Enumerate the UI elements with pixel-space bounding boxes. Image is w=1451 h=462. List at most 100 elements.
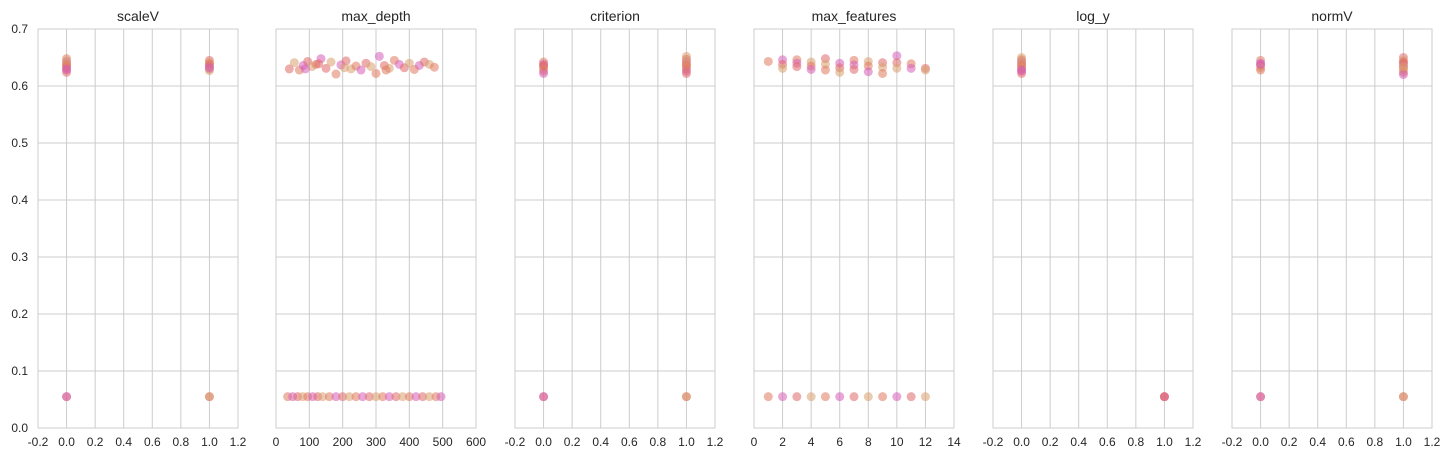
x-tick-label: 0.0 xyxy=(58,435,75,449)
data-point xyxy=(384,392,394,402)
x-tick-label: 10 xyxy=(890,435,904,449)
data-point xyxy=(318,392,328,402)
x-tick-label: 0.6 xyxy=(1099,435,1116,449)
subplot-scaleV: -0.2 0.0 0.2 0.4 0.6 0.8 1.0 1.20.00.10.20.30.4… xyxy=(11,8,246,449)
x-tick-label: 1.2 xyxy=(1185,435,1202,449)
plot-frame xyxy=(753,28,955,429)
subplot-title: max_features xyxy=(812,8,897,24)
x-tick-label: 0.6 xyxy=(144,435,161,449)
data-point xyxy=(356,65,366,75)
x-tick-label: 500 xyxy=(433,435,453,449)
subplot-log-y: -0.2 0.0 0.2 0.4 0.6 0.8 1.0 1.2 log_y xyxy=(983,8,1202,449)
x-tick-label: 14 xyxy=(947,435,961,449)
y-tick-label: 0.7 xyxy=(11,22,28,36)
data-point xyxy=(892,63,902,73)
data-point xyxy=(906,392,916,402)
x-tick-label: 300 xyxy=(366,435,386,449)
data-point xyxy=(424,392,434,402)
subplot-normV: -0.2 0.0 0.2 0.4 0.6 0.8 1.0 1.2 normV xyxy=(1222,8,1441,449)
subplot-title: normV xyxy=(1311,8,1353,24)
subplot-criterion: -0.2 0.0 0.2 0.4 0.6 0.8 1.0 1.2 criterion xyxy=(505,8,724,449)
data-point xyxy=(849,64,859,74)
x-tick-label: 1.0 xyxy=(201,435,218,449)
y-tick-label: 0.0 xyxy=(11,421,28,435)
data-point xyxy=(289,58,299,68)
x-tick-label: 0.4 xyxy=(115,435,132,449)
plot-frame xyxy=(275,28,477,429)
data-point xyxy=(1256,59,1266,69)
plot-frame xyxy=(514,28,716,429)
plot-frame xyxy=(1231,28,1433,429)
data-point xyxy=(314,59,324,69)
subplot-title: max_depth xyxy=(341,8,410,24)
data-point xyxy=(820,65,830,75)
data-point xyxy=(62,64,72,74)
x-tick-label: 0.2 xyxy=(1042,435,1059,449)
plot-frame xyxy=(992,28,1194,429)
data-point xyxy=(324,392,334,402)
data-point xyxy=(835,67,845,77)
x-tick-label: -0.2 xyxy=(983,435,1004,449)
y-tick-label: 0.4 xyxy=(11,193,28,207)
x-tick-label: 12 xyxy=(919,435,933,449)
x-tick-label: 1.0 xyxy=(1395,435,1412,449)
x-tick-label: 200 xyxy=(333,435,353,449)
x-tick-label: 1.2 xyxy=(1424,435,1441,449)
data-point xyxy=(863,67,873,77)
data-point xyxy=(906,63,916,73)
x-tick-label: 0.2 xyxy=(87,435,104,449)
data-point xyxy=(681,392,691,402)
data-point xyxy=(878,392,888,402)
plot-frame xyxy=(37,28,239,429)
data-point xyxy=(364,392,374,402)
data-point xyxy=(892,51,902,61)
x-tick-label: 0.2 xyxy=(1281,435,1298,449)
data-point xyxy=(806,64,816,74)
data-point xyxy=(404,58,414,68)
x-tick-label: 1.0 xyxy=(678,435,695,449)
data-point xyxy=(381,65,391,75)
data-point xyxy=(863,392,873,402)
x-tick-label: 0.4 xyxy=(1070,435,1087,449)
data-point xyxy=(820,392,830,402)
data-point xyxy=(835,392,845,402)
data-point xyxy=(539,60,549,70)
x-tick-label: 1.0 xyxy=(1156,435,1173,449)
y-tick-label: 0.3 xyxy=(11,250,28,264)
data-point xyxy=(344,392,354,402)
x-tick-label: 0.4 xyxy=(592,435,609,449)
data-point xyxy=(849,392,859,402)
x-tick-label: -0.2 xyxy=(1222,435,1243,449)
data-point xyxy=(806,392,816,402)
data-point xyxy=(763,56,773,66)
data-point xyxy=(398,392,408,402)
x-tick-label: 8 xyxy=(865,435,872,449)
data-point xyxy=(778,63,788,73)
data-point xyxy=(539,68,549,78)
y-tick-label: 0.2 xyxy=(11,307,28,321)
data-point xyxy=(326,57,336,67)
data-point xyxy=(681,60,691,70)
x-tick-label: 0.0 xyxy=(535,435,552,449)
data-point xyxy=(763,392,773,402)
data-point xyxy=(204,63,214,73)
data-point xyxy=(366,62,376,72)
data-point xyxy=(300,64,310,74)
data-point xyxy=(1398,392,1408,402)
data-point xyxy=(429,62,439,72)
subplot-title: log_y xyxy=(1076,8,1109,24)
data-point xyxy=(878,62,888,72)
data-point xyxy=(920,392,930,402)
data-point xyxy=(1256,392,1266,402)
data-point xyxy=(792,392,802,402)
data-point xyxy=(411,392,421,402)
y-tick-label: 0.5 xyxy=(11,136,28,150)
data-point xyxy=(374,51,384,61)
x-tick-label: 0.8 xyxy=(1367,435,1384,449)
y-tick-label: 0.6 xyxy=(11,79,28,93)
data-point xyxy=(338,392,348,402)
data-point xyxy=(378,392,388,402)
data-point xyxy=(778,392,788,402)
data-point xyxy=(371,68,381,78)
